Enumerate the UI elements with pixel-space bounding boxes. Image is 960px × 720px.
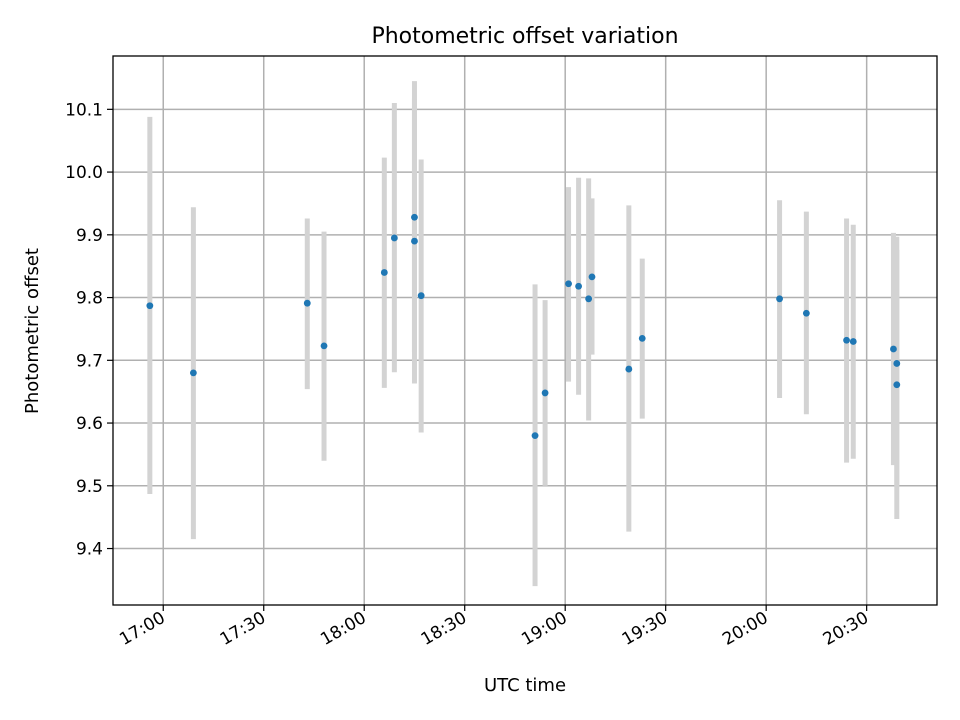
data-point (390, 234, 398, 242)
data-point (417, 292, 425, 300)
x-tick-label: 18:00 (317, 608, 369, 650)
y-tick-label: 9.7 (76, 351, 103, 371)
y-tick-label: 9.4 (76, 540, 103, 560)
data-point (625, 365, 633, 373)
data-point (531, 432, 539, 439)
data-point (893, 360, 901, 367)
data-point (893, 381, 901, 389)
data-point (411, 213, 418, 221)
x-tick-label: 20:00 (719, 608, 771, 650)
data-point (320, 342, 328, 350)
data-point (890, 345, 897, 353)
data-point (849, 338, 857, 345)
y-tick-label: 9.8 (76, 289, 103, 309)
x-tick-label: 17:30 (217, 608, 269, 650)
data-point (802, 309, 810, 317)
grid-layer (113, 56, 937, 605)
data-point (541, 389, 549, 397)
tick-layer: 17:00 17:30 18:00 18:30 19:00 19:30 20:00 20:30… (65, 100, 872, 649)
x-tick-label: 20:30 (820, 608, 872, 650)
data-point (776, 295, 783, 303)
data-point (303, 299, 311, 307)
x-tick-label: 17:00 (116, 608, 168, 650)
errorbar-layer (147, 81, 900, 587)
data-point (843, 336, 850, 344)
y-tick-label: 10.0 (65, 163, 103, 183)
data-point (380, 269, 388, 276)
data-point (565, 280, 572, 288)
x-tick-label: 19:30 (619, 608, 671, 650)
y-tick-label: 9.5 (76, 477, 103, 497)
plot-frame (112, 55, 938, 606)
point-layer (146, 213, 901, 439)
data-point (585, 295, 593, 303)
data-point (411, 237, 418, 245)
y-tick-label: 10.1 (65, 100, 103, 120)
chart-title: Photometric offset variation (371, 24, 678, 49)
data-point (575, 282, 582, 290)
y-tick-label: 9.9 (76, 226, 103, 246)
data-point (638, 334, 646, 342)
data-point (146, 302, 154, 310)
y-axis-label: Photometric offset (22, 248, 43, 414)
data-point (588, 273, 596, 281)
x-tick-label: 18:30 (418, 608, 470, 650)
y-tick-label: 9.6 (76, 414, 103, 434)
x-tick-label: 19:00 (518, 608, 570, 650)
data-point (189, 369, 197, 377)
x-axis-label: UTC time (484, 675, 566, 696)
